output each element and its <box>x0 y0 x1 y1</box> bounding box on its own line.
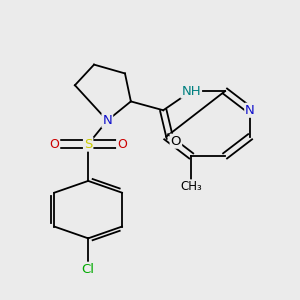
Text: O: O <box>117 138 127 151</box>
Text: N: N <box>102 114 112 127</box>
Text: O: O <box>50 138 59 151</box>
Text: S: S <box>84 138 92 151</box>
Text: NH: NH <box>182 85 201 98</box>
Text: Cl: Cl <box>82 263 95 276</box>
Text: CH₃: CH₃ <box>180 180 202 193</box>
Text: O: O <box>171 135 181 148</box>
Text: N: N <box>245 104 255 117</box>
